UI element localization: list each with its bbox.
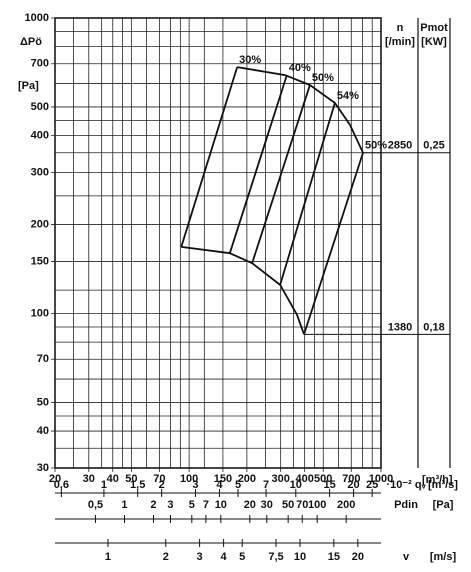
scale-tick-label: 30 <box>261 499 273 511</box>
speed-value: 2850 <box>388 140 412 152</box>
x-tick-label: 30 <box>83 473 95 485</box>
x-tick-label: 400 <box>295 473 313 485</box>
scale-tick-label: 2 <box>150 499 156 511</box>
scale-tick-label: 1,5 <box>130 479 145 491</box>
x-tick-label: 500 <box>314 473 332 485</box>
x-tick-label: 40 <box>107 473 119 485</box>
plot-frame <box>54 17 382 469</box>
scale-tick-label: 5 <box>189 499 195 511</box>
p-unit: [KW] <box>421 36 447 48</box>
scale-tick-label: 5 <box>235 479 241 491</box>
scale-tick-label: 7 <box>263 479 269 491</box>
scale-unit: [m³/s] <box>428 479 458 491</box>
scale-tick-label: 10 <box>215 499 227 511</box>
y-tick-label: 70 <box>37 353 49 365</box>
y-tick-label: 40 <box>37 425 49 437</box>
scale-tick-label: 1 <box>101 479 107 491</box>
scale-tick-label: 10 <box>290 479 302 491</box>
x-tick-label: 20 <box>49 473 61 485</box>
power-value: 0,18 <box>423 321 444 333</box>
scale-tick-label: 70 <box>296 499 308 511</box>
scale-unit: [m/s] <box>430 551 457 563</box>
scale-tick-label: 20 <box>352 551 364 563</box>
x-tick-label: 100 <box>180 473 198 485</box>
scale-tick-label: 4 <box>216 479 223 491</box>
efficiency-label: 50% <box>365 140 387 152</box>
scale-tick-label: 2 <box>163 551 169 563</box>
efficiency-label: 50% <box>312 72 334 84</box>
scale-tick-label: 4 <box>221 551 228 563</box>
scale-tick-label: 2 <box>159 479 165 491</box>
scale-tick-label: 15 <box>328 551 340 563</box>
fan-curve <box>181 246 305 335</box>
scale-tick-label: 15 <box>323 479 335 491</box>
scale-tick-label: 1 <box>105 551 111 563</box>
x-tick-label: 50 <box>125 473 137 485</box>
x-unit: [m³/h] <box>422 474 453 486</box>
efficiency-line <box>251 84 311 264</box>
p-header: Pmot <box>420 22 448 34</box>
x-tick-label: 1000 <box>369 473 393 485</box>
y-unit: [Pa] <box>18 80 39 92</box>
efficiency-label: 54% <box>337 90 359 102</box>
efficiency-line <box>303 152 364 335</box>
fan-curve <box>237 66 364 154</box>
y-tick-label: 200 <box>31 218 49 230</box>
scale-tick-label: 7 <box>203 499 209 511</box>
n-unit: [/min] <box>385 36 415 48</box>
scale-tick-label: 7,5 <box>268 551 283 563</box>
y-tick-label: 300 <box>31 166 49 178</box>
scale-unit: [Pa] <box>433 499 454 511</box>
scale-tick-label: 5 <box>239 551 245 563</box>
efficiency-line <box>279 102 336 286</box>
scale-tick-label: 3 <box>167 499 173 511</box>
scale-label: ·10⁻² qᵥ <box>386 479 426 491</box>
scale-label: Pdin <box>394 499 418 511</box>
scale-label: v <box>403 551 410 563</box>
x-tick-label: 700 <box>342 473 360 485</box>
y-tick-label: 400 <box>31 129 49 141</box>
scale-tick-label: 25 <box>366 479 378 491</box>
y-tick-label: 1000 <box>25 12 49 24</box>
n-header: n <box>397 22 404 34</box>
power-value: 0,25 <box>423 140 444 152</box>
scale-tick-label: 1 <box>121 499 127 511</box>
y-tick-label: 700 <box>31 58 49 70</box>
scale-tick-label: 3 <box>192 479 198 491</box>
y-tick-label: 100 <box>31 307 49 319</box>
scale-tick-label: 20 <box>244 499 256 511</box>
x-tick-label: 200 <box>238 473 256 485</box>
y-label: ΔPö <box>20 36 42 48</box>
y-tick-label: 50 <box>37 396 49 408</box>
y-tick-label: 150 <box>31 255 49 267</box>
efficiency-line <box>180 66 239 248</box>
scale-tick-label: 3 <box>197 551 203 563</box>
scale-tick-label: 100 <box>308 499 326 511</box>
speed-value: 1380 <box>388 321 412 333</box>
x-tick-label: 150 <box>214 473 232 485</box>
scale-tick-label: 10 <box>294 551 306 563</box>
efficiency-label: 30% <box>239 54 261 66</box>
scale-tick-label: 200 <box>337 499 355 511</box>
y-tick-label: 500 <box>31 101 49 113</box>
scale-tick-label: 0,5 <box>88 499 103 511</box>
x-tick-label: 70 <box>153 473 165 485</box>
efficiency-label: 40% <box>289 62 311 74</box>
x-tick-label: 300 <box>271 473 289 485</box>
scale-tick-label: 50 <box>282 499 294 511</box>
efficiency-line <box>228 74 288 254</box>
scale-tick-label: 20 <box>347 479 359 491</box>
y-tick-label: 30 <box>37 462 49 474</box>
scale-tick-label: 0,6 <box>54 479 69 491</box>
